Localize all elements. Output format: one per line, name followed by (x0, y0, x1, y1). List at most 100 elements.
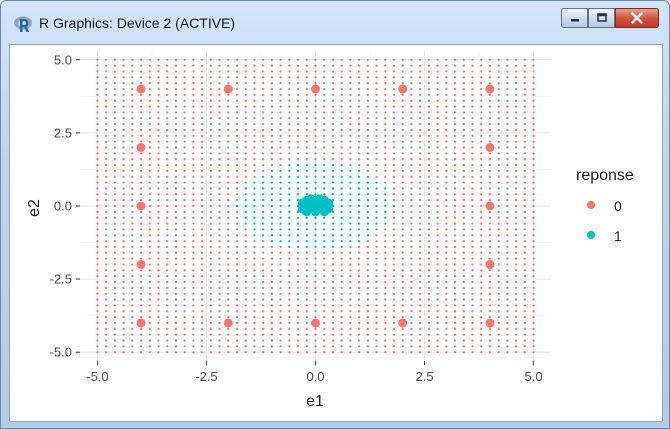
grid-dot (166, 99, 169, 102)
grid-dot (375, 122, 378, 126)
grid-dot (375, 93, 378, 97)
grid-dot (174, 134, 178, 137)
grid-dot (331, 64, 335, 67)
grid-dot (427, 117, 431, 120)
grid-dot (148, 315, 151, 319)
grid-dot (166, 204, 169, 208)
grid-dot (488, 304, 492, 307)
grid-dot (122, 310, 125, 313)
grid-dot (384, 117, 387, 120)
grid-dot (340, 333, 343, 336)
grid-dot (349, 128, 352, 132)
grid-dot (497, 228, 500, 231)
grid-dot (471, 70, 474, 73)
grid-dot (488, 122, 492, 126)
grid-dot (366, 210, 369, 214)
grid-dot (480, 87, 483, 91)
grid-dot (209, 210, 212, 214)
grid-dot (183, 310, 186, 313)
grid-dot (497, 327, 500, 330)
grid-dot (166, 175, 169, 178)
grid-dot (427, 82, 431, 85)
grid-dot (192, 275, 195, 278)
grid-dot (157, 87, 160, 91)
grid-dot (445, 140, 448, 143)
grid-dot (427, 345, 431, 348)
grid-dot (427, 263, 431, 266)
grid-dot (462, 222, 465, 225)
grid-dot (506, 298, 509, 301)
grid-dot (445, 333, 448, 336)
grid-dot (96, 64, 99, 67)
grid-dot (279, 251, 282, 254)
grid-dot (532, 175, 535, 178)
grid-dot (323, 269, 326, 272)
grid-dot (113, 193, 117, 196)
grid-dot (279, 280, 282, 284)
grid-dot (419, 245, 422, 249)
close-button[interactable] (615, 8, 659, 28)
grid-dot (262, 122, 265, 126)
grid-dot (96, 269, 99, 272)
minimize-button[interactable] (561, 8, 588, 28)
grid-dot (192, 216, 195, 219)
grid-dot (131, 122, 134, 126)
grid-dot (384, 82, 387, 85)
grid-dot (235, 204, 239, 208)
grid-dot (148, 93, 151, 97)
grid-dot (96, 228, 99, 231)
grid-dot (384, 280, 387, 284)
grid-dot (401, 222, 404, 225)
grid-dot (122, 292, 125, 295)
grid-dot (227, 234, 230, 237)
grid-dot (296, 70, 300, 73)
grid-dot (366, 87, 369, 91)
grid-dot (96, 158, 99, 161)
grid-dot (357, 193, 361, 196)
grid-dot (532, 339, 535, 342)
grid-dot (506, 58, 509, 61)
grid-dot (488, 222, 492, 225)
data-point-series-1 (324, 204, 334, 214)
grid-dot (366, 152, 369, 155)
grid-dot (314, 351, 317, 354)
title-bar[interactable]: R Graphics: Device 2 (ACTIVE) (1, 1, 669, 45)
grid-dot (166, 298, 169, 301)
grid-dot (113, 245, 117, 249)
grid-dot (497, 286, 500, 290)
grid-dot (139, 298, 143, 301)
grid-dot (331, 304, 335, 307)
grid-dot (200, 351, 204, 354)
grid-dot (357, 234, 361, 237)
grid-dot (410, 111, 413, 114)
grid-dot (183, 58, 186, 61)
grid-dot (357, 199, 361, 202)
grid-dot (532, 134, 535, 137)
grid-dot (401, 82, 404, 85)
grid-dot (401, 275, 404, 278)
grid-dot (305, 304, 308, 307)
grid-dot (375, 187, 378, 190)
grid-dot (227, 275, 230, 278)
grid-dot (357, 204, 361, 208)
grid-dot (523, 228, 526, 231)
grid-dot (375, 64, 378, 67)
grid-dot (366, 193, 369, 196)
grid-dot (375, 140, 378, 143)
grid-dot (262, 181, 265, 184)
grid-dot (235, 251, 239, 254)
grid-dot (410, 280, 413, 284)
grid-dot (514, 222, 518, 225)
grid-dot (462, 169, 465, 173)
maximize-button[interactable] (588, 8, 615, 28)
grid-dot (174, 70, 178, 73)
grid-dot (436, 239, 439, 243)
grid-dot (305, 234, 308, 237)
grid-dot (410, 163, 413, 167)
grid-dot (262, 292, 265, 295)
grid-dot (340, 269, 343, 272)
grid-dot (357, 82, 361, 85)
grid-dot (445, 251, 448, 254)
grid-dot (227, 292, 230, 295)
grid-dot (331, 140, 335, 143)
